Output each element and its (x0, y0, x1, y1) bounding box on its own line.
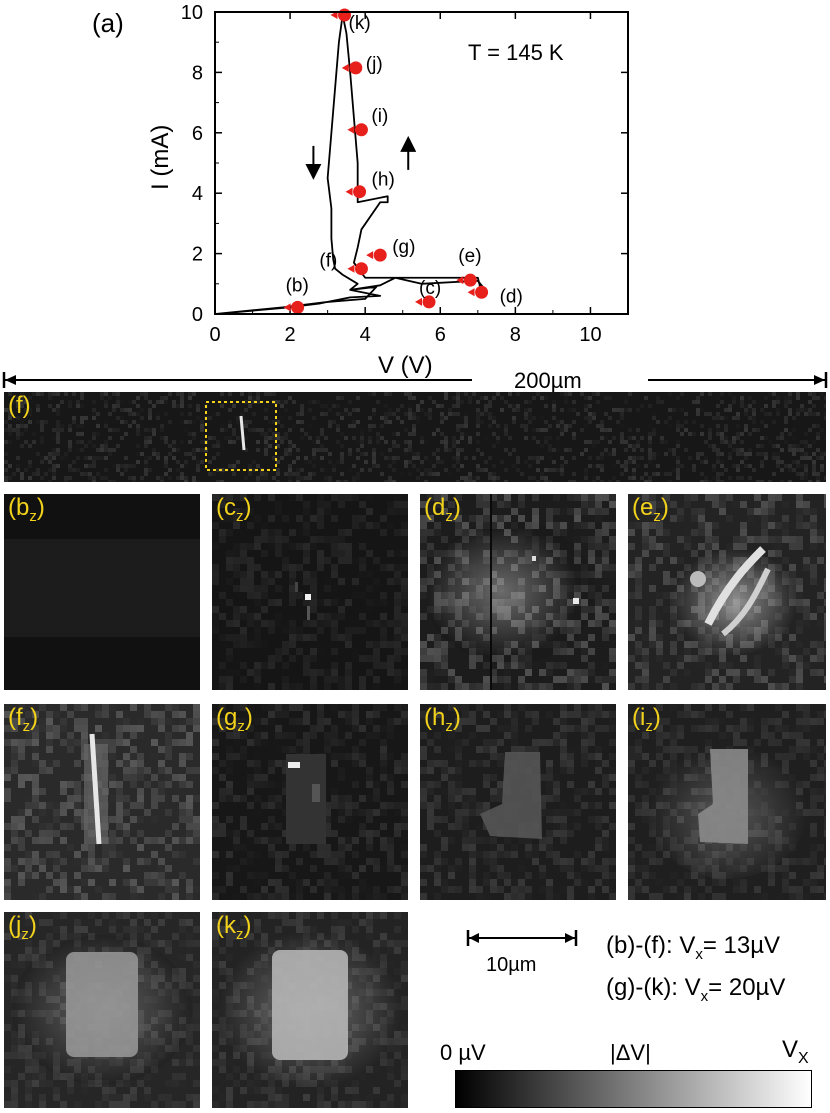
panel-iz: (iz) (628, 704, 826, 900)
panel-cz-label: (cz) (216, 494, 252, 525)
iv-chart-panel: (a) 0 2 4 6 8 10 0 2 4 6 8 10 (b) (c) (d) (e) (f) (g) (h) (… (0, 0, 830, 379)
x-axis-label: V (V) (378, 352, 433, 379)
point-arrow-marker (456, 276, 464, 285)
x-tick-label: 4 (360, 324, 371, 346)
point-arrow-marker (415, 297, 423, 306)
x-tick-label: 2 (285, 324, 296, 346)
scale-label-10um: 10µm (486, 954, 537, 976)
panel-gz: (gz) (212, 704, 408, 900)
panel-jz-label: (jz) (8, 912, 37, 943)
voltage-note-1: (b)-(f): Vx= 13µV (606, 932, 781, 963)
scale-bar-10um: 10µm (466, 928, 582, 988)
data-point-label: (i) (371, 106, 388, 127)
data-point (373, 248, 387, 262)
data-point-label: (g) (392, 237, 415, 258)
panel-cz: (cz) (212, 494, 408, 690)
data-point-label: (e) (458, 246, 481, 267)
data-point-label: (k) (349, 13, 371, 34)
x-tick-label: 8 (510, 324, 521, 346)
y-tick-label: 10 (181, 2, 203, 24)
panel-dz: (dz) (420, 494, 616, 690)
panel-fz: (fz) (4, 704, 200, 900)
strip-label: (f) (8, 392, 31, 419)
colorbar-mid-label: |ΔV| (610, 1040, 651, 1065)
point-arrow-marker (341, 63, 349, 72)
y-tick-label: 8 (192, 62, 203, 84)
panel-ez: (ez) (628, 494, 826, 690)
y-tick-label: 2 (192, 244, 203, 266)
data-point (463, 273, 477, 287)
scale-label-200um: 200µm (514, 368, 582, 393)
panel-bz-label: (bz) (8, 494, 45, 525)
data-point-label: (j) (366, 54, 383, 75)
strip-image-f: (f) (4, 392, 826, 482)
plot-frame (214, 11, 629, 315)
panel-hz: (hz) (420, 704, 616, 900)
point-arrow-marker (467, 288, 475, 297)
data-point-label: (d) (500, 286, 523, 307)
data-point-label: (h) (372, 170, 395, 191)
panel-ez-label: (ez) (632, 494, 669, 525)
point-arrow-marker (366, 251, 374, 260)
point-arrow-marker (347, 125, 355, 134)
zoom-region-box (205, 401, 277, 471)
data-point-label: (f) (319, 251, 337, 272)
panel-jz: (jz) (4, 912, 200, 1108)
temperature-label: T = 145 K (468, 40, 564, 65)
data-point-label: (c) (419, 278, 441, 299)
panel-dz-label: (dz) (424, 494, 461, 525)
data-point (353, 185, 367, 199)
panel-kz: (kz) (212, 912, 408, 1108)
point-arrow-marker (283, 303, 291, 312)
data-point (475, 285, 489, 299)
y-tick-label: 6 (192, 123, 203, 145)
panel-a-label: (a) (92, 8, 124, 38)
colorbar-min-label: 0 µV (440, 1040, 486, 1065)
data-point (422, 295, 436, 309)
panel-bz: (bz) (4, 494, 200, 690)
point-arrow-marker (347, 264, 355, 273)
panel-gz-label: (gz) (216, 704, 253, 735)
data-point-label: (b) (286, 275, 309, 296)
y-tick-label: 4 (192, 183, 203, 205)
point-arrow-marker (345, 187, 353, 196)
data-point (349, 61, 363, 75)
panel-kz-label: (kz) (216, 912, 252, 943)
y-axis-label: I (mA) (147, 125, 174, 190)
data-point (354, 123, 368, 137)
panel-iz-label: (iz) (632, 704, 661, 735)
iv-curve (214, 14, 487, 315)
panel-hz-label: (hz) (424, 704, 461, 735)
x-tick-label: 0 (209, 324, 220, 346)
iv-chart: 0 2 4 6 8 10 0 2 4 6 8 10 (b) (c) (d) (e) (f) (g) (h) (i) (j… (147, 2, 629, 379)
colorbar-max-label: VX (782, 1036, 809, 1067)
data-point (354, 262, 368, 276)
x-tick-label: 6 (435, 324, 446, 346)
y-tick-label: 0 (192, 304, 203, 326)
panel-fz-label: (fz) (8, 704, 39, 735)
x-tick-label: 10 (579, 324, 601, 346)
voltage-note-2: (g)-(k): Vx= 20µV (606, 974, 786, 1005)
scale-bar-200um: 200µm (0, 366, 830, 396)
point-arrow-marker (330, 11, 338, 20)
data-point (291, 300, 305, 314)
colorbar (455, 1070, 812, 1108)
